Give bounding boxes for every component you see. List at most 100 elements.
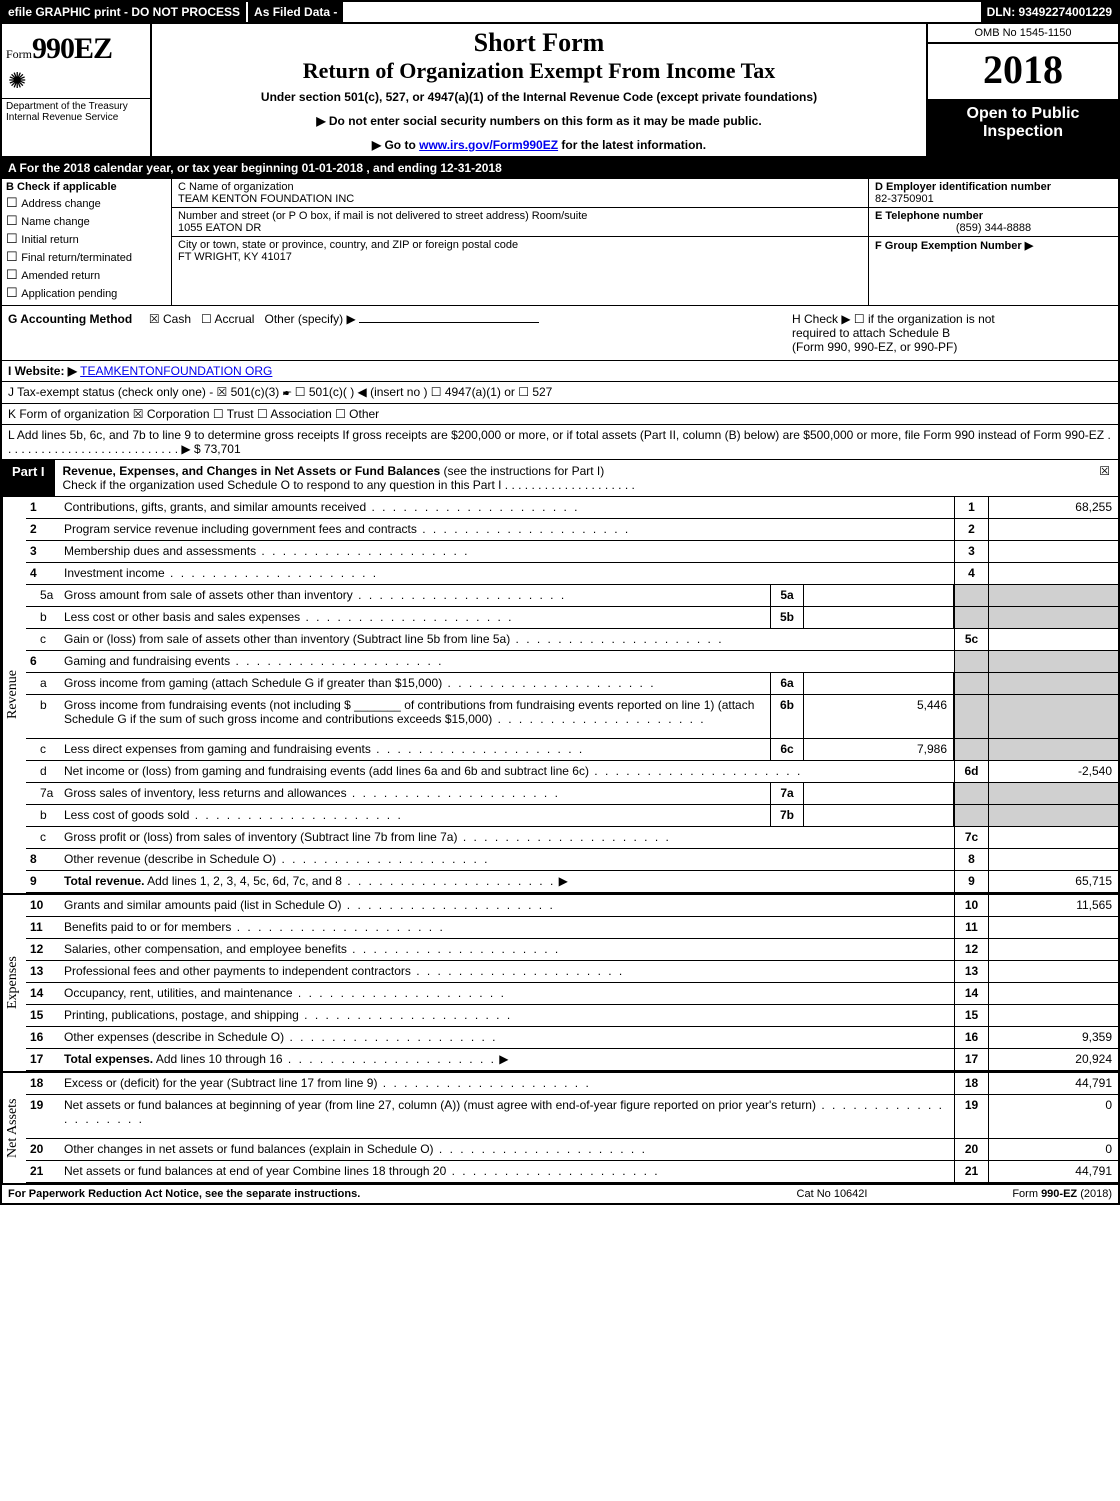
c-name-value: TEAM KENTON FOUNDATION INC	[178, 193, 354, 205]
line-desc: Salaries, other compensation, and employ…	[60, 939, 954, 960]
dots	[342, 874, 555, 888]
right-line-num: 11	[954, 917, 988, 938]
c-city-row: City or town, state or province, country…	[172, 237, 868, 265]
line-num: 1	[26, 497, 60, 518]
arrow-icon: ▶	[496, 1052, 509, 1066]
line-8: 8Other revenue (describe in Schedule O)8	[26, 849, 1118, 871]
section-d-e-f: D Employer identification number 82-3750…	[868, 179, 1118, 305]
line-c: cGross profit or (loss) from sales of in…	[26, 827, 1118, 849]
expenses-section: Expenses 10Grants and similar amounts pa…	[2, 893, 1118, 1071]
line-num: 10	[26, 895, 60, 916]
irs-link[interactable]: www.irs.gov/Form990EZ	[419, 138, 558, 152]
right-line-num: 13	[954, 961, 988, 982]
right-line-val: 44,791	[988, 1073, 1118, 1094]
line-num: 2	[26, 519, 60, 540]
part-1-checkbox[interactable]: ☒	[1091, 460, 1118, 496]
g-other[interactable]: Other (specify) ▶	[264, 312, 355, 326]
revenue-section: Revenue 1Contributions, gifts, grants, a…	[2, 497, 1118, 893]
treasury-seal-icon: ✺	[2, 68, 150, 98]
line-10: 10Grants and similar amounts paid (list …	[26, 895, 1118, 917]
line-desc: Total revenue. Add lines 1, 2, 3, 4, 5c,…	[60, 871, 954, 892]
g-other-blank[interactable]	[359, 322, 539, 323]
footer-paperwork: For Paperwork Reduction Act Notice, see …	[8, 1188, 732, 1200]
return-title: Return of Organization Exempt From Incom…	[160, 58, 918, 84]
chk-final-return[interactable]: Final return/terminated	[6, 249, 167, 265]
line-3: 3Membership dues and assessments3	[26, 541, 1118, 563]
right-num-shade	[954, 805, 988, 826]
dots	[231, 920, 444, 934]
line-desc: Gaming and fundraising events	[60, 651, 954, 672]
right-line-num: 19	[954, 1095, 988, 1138]
chk-amended-return[interactable]: Amended return	[6, 267, 167, 283]
line-num: c	[26, 827, 60, 848]
line-desc: Membership dues and assessments	[60, 541, 954, 562]
line-16: 16Other expenses (describe in Schedule O…	[26, 1027, 1118, 1049]
line-desc: Gross income from fundraising events (no…	[60, 695, 770, 738]
c-city-value: FT WRIGHT, KY 41017	[178, 251, 292, 263]
as-filed-label: As Filed Data -	[246, 2, 343, 22]
dots	[510, 632, 723, 646]
g-accounting: G Accounting Method ☒ Cash ☐ Accrual Oth…	[8, 312, 792, 354]
line-desc: Less cost of goods sold	[60, 805, 770, 826]
right-line-num: 15	[954, 1005, 988, 1026]
b-title: B Check if applicable	[6, 181, 167, 193]
line-desc: Less direct expenses from gaming and fun…	[60, 739, 770, 760]
right-line-val: 9,359	[988, 1027, 1118, 1048]
part-1-title-bold: Revenue, Expenses, and Changes in Net As…	[63, 464, 441, 478]
chk-name-change[interactable]: Name change	[6, 213, 167, 229]
line-1: 1Contributions, gifts, grants, and simil…	[26, 497, 1118, 519]
section-b-checkboxes: B Check if applicable Address change Nam…	[2, 179, 172, 305]
footer-990ez: 990-EZ	[1041, 1188, 1077, 1200]
line-desc: Investment income	[60, 563, 954, 584]
i-website-link[interactable]: TEAMKENTONFOUNDATION ORG	[80, 364, 272, 378]
line-num: d	[26, 761, 60, 782]
right-col: OMB No 1545-1150 2018 Open to Public Ins…	[928, 24, 1118, 156]
title-col: Short Form Return of Organization Exempt…	[152, 24, 928, 156]
right-line-val: 0	[988, 1095, 1118, 1138]
form-footer: For Paperwork Reduction Act Notice, see …	[2, 1183, 1118, 1203]
chk-address-change[interactable]: Address change	[6, 195, 167, 211]
right-num-shade	[954, 695, 988, 738]
line-desc: Gross sales of inventory, less returns a…	[60, 783, 770, 804]
dots	[300, 610, 513, 624]
right-num-shade	[954, 651, 988, 672]
g-cash[interactable]: ☒ Cash	[149, 312, 191, 326]
chk-application-pending[interactable]: Application pending	[6, 285, 167, 301]
line-num: 19	[26, 1095, 60, 1138]
mid-line-val: 5,446	[804, 695, 954, 738]
form-big: 990EZ	[32, 32, 112, 65]
c-street-row: Number and street (or P O box, if mail i…	[172, 208, 868, 237]
goto-line: ▶ Go to www.irs.gov/Form990EZ for the la…	[160, 138, 918, 152]
line-num: c	[26, 739, 60, 760]
line-num: 17	[26, 1049, 60, 1070]
c-street-label: Number and street (or P O box, if mail i…	[178, 210, 587, 222]
g-accrual[interactable]: ☐ Accrual	[201, 312, 254, 326]
part-1-sub: Check if the organization used Schedule …	[63, 478, 502, 492]
line-num: 3	[26, 541, 60, 562]
line-11: 11Benefits paid to or for members11	[26, 917, 1118, 939]
right-line-val: 68,255	[988, 497, 1118, 518]
dots	[366, 500, 579, 514]
line-desc: Printing, publications, postage, and shi…	[60, 1005, 954, 1026]
line-num: 8	[26, 849, 60, 870]
chk-initial-return[interactable]: Initial return	[6, 231, 167, 247]
line-desc: Other expenses (describe in Schedule O)	[60, 1027, 954, 1048]
right-line-val	[988, 1005, 1118, 1026]
part-1-tab: Part I	[2, 460, 55, 496]
goto-post: for the latest information.	[558, 138, 706, 152]
f-grp-label: F Group Exemption Number ▶	[875, 240, 1033, 252]
line-num: 20	[26, 1139, 60, 1160]
line-num: 21	[26, 1161, 60, 1182]
line-6: 6Gaming and fundraising events	[26, 651, 1118, 673]
line-2: 2Program service revenue including gover…	[26, 519, 1118, 541]
mid-line-num: 6a	[770, 673, 804, 694]
mid-line-val	[804, 585, 954, 606]
dots	[417, 522, 630, 536]
right-num-shade	[954, 739, 988, 760]
line-desc: Contributions, gifts, grants, and simila…	[60, 497, 954, 518]
line-12: 12Salaries, other compensation, and empl…	[26, 939, 1118, 961]
d-ein-label: D Employer identification number	[875, 181, 1112, 193]
line-desc: Occupancy, rent, utilities, and maintena…	[60, 983, 954, 1004]
right-line-num: 8	[954, 849, 988, 870]
i-website: I Website: ▶ TEAMKENTONFOUNDATION ORG	[2, 361, 1118, 382]
